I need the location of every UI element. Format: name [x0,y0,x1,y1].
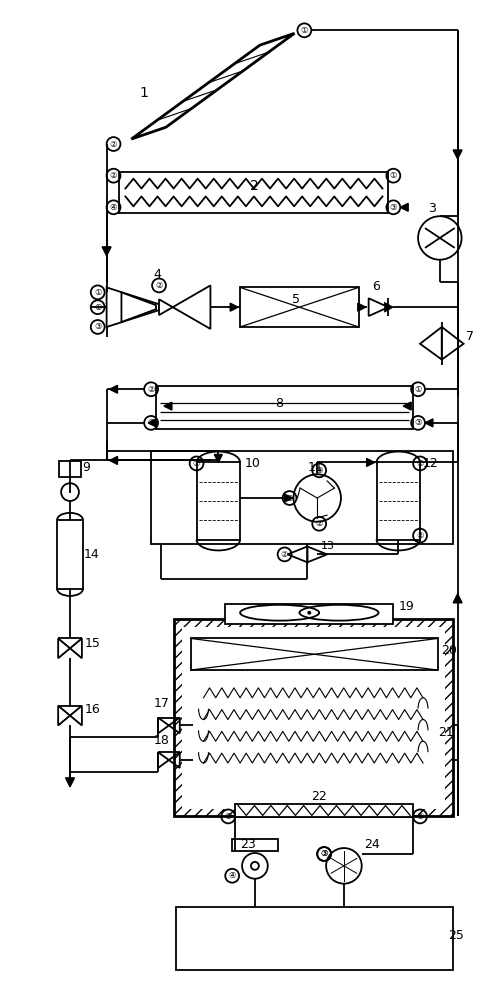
Text: 2: 2 [250,179,259,193]
Text: 6: 6 [372,280,380,293]
Bar [190,638,438,670]
Text: ③: ③ [94,322,102,331]
Text: 21: 21 [438,726,454,739]
Text: ①: ① [389,171,397,180]
Polygon shape [285,494,293,502]
Bar [240,287,359,327]
Polygon shape [122,292,156,322]
Text: 22: 22 [311,790,327,803]
Polygon shape [148,419,156,427]
Text: ④: ④ [110,203,117,212]
Text: 8: 8 [275,397,283,410]
Bar [232,839,278,851]
Polygon shape [384,302,393,312]
Text: ①: ① [414,385,422,394]
Text: 20: 20 [441,644,457,657]
Bar [196,462,240,540]
Text: 15: 15 [85,637,101,650]
Bar [235,804,413,817]
Polygon shape [367,458,374,466]
Text: ②: ② [416,531,424,540]
Bar [151,451,453,544]
Polygon shape [110,385,118,393]
Polygon shape [453,594,462,603]
Polygon shape [159,285,210,329]
Bar [57,520,83,589]
Text: 18: 18 [154,734,170,747]
Text: ③: ③ [320,849,328,858]
Bar [225,604,393,624]
Bar [120,172,388,213]
Text: ①: ① [94,303,102,312]
Text: ②: ② [110,171,117,180]
Text: 10: 10 [245,457,261,470]
Bar [176,907,453,970]
Text: ②: ② [281,550,288,559]
Text: 7: 7 [466,330,474,343]
Polygon shape [358,303,366,311]
Text: 16: 16 [85,703,101,716]
Text: 25: 25 [448,929,464,942]
Text: 24: 24 [364,838,379,851]
Text: ①: ① [416,459,424,468]
Text: ①: ① [193,459,200,468]
Text: ②: ② [110,140,117,149]
Text: 4: 4 [153,268,161,281]
Text: ①: ① [301,26,308,35]
Bar [59,461,81,477]
Bar [376,462,420,540]
Text: 11: 11 [308,461,323,474]
Bar [156,386,413,429]
Polygon shape [425,419,433,427]
Text: ②: ② [315,519,323,528]
Text: ③: ③ [315,466,323,475]
Text: ②: ② [416,812,424,821]
Circle shape [308,611,311,615]
Polygon shape [107,287,159,327]
Polygon shape [230,303,238,311]
Text: ④: ④ [229,871,236,880]
Polygon shape [164,402,172,410]
Polygon shape [110,456,118,464]
Text: 13: 13 [321,541,335,551]
Text: ③: ③ [414,418,422,427]
Text: 1: 1 [139,86,148,100]
Text: ②: ② [155,281,163,290]
Text: ③: ③ [389,203,397,212]
Polygon shape [400,203,408,211]
Text: ①: ① [94,288,102,297]
Text: ②: ② [147,385,155,394]
Text: 5: 5 [292,293,300,306]
Text: 3: 3 [428,202,436,215]
Polygon shape [102,247,111,256]
Polygon shape [214,455,222,462]
Bar [174,619,453,816]
Text: ①: ① [225,812,232,821]
Text: 19: 19 [398,600,414,613]
Polygon shape [403,402,411,410]
Text: ④: ④ [147,418,155,427]
Text: 17: 17 [154,697,170,710]
Text: ③: ③ [320,849,328,858]
Text: 23: 23 [240,838,256,851]
Polygon shape [65,778,74,787]
Text: ①: ① [286,494,293,503]
Text: 14: 14 [84,548,100,561]
Text: 9: 9 [82,461,90,474]
Text: 12: 12 [423,457,439,470]
Bar [182,627,445,809]
Polygon shape [453,150,462,159]
